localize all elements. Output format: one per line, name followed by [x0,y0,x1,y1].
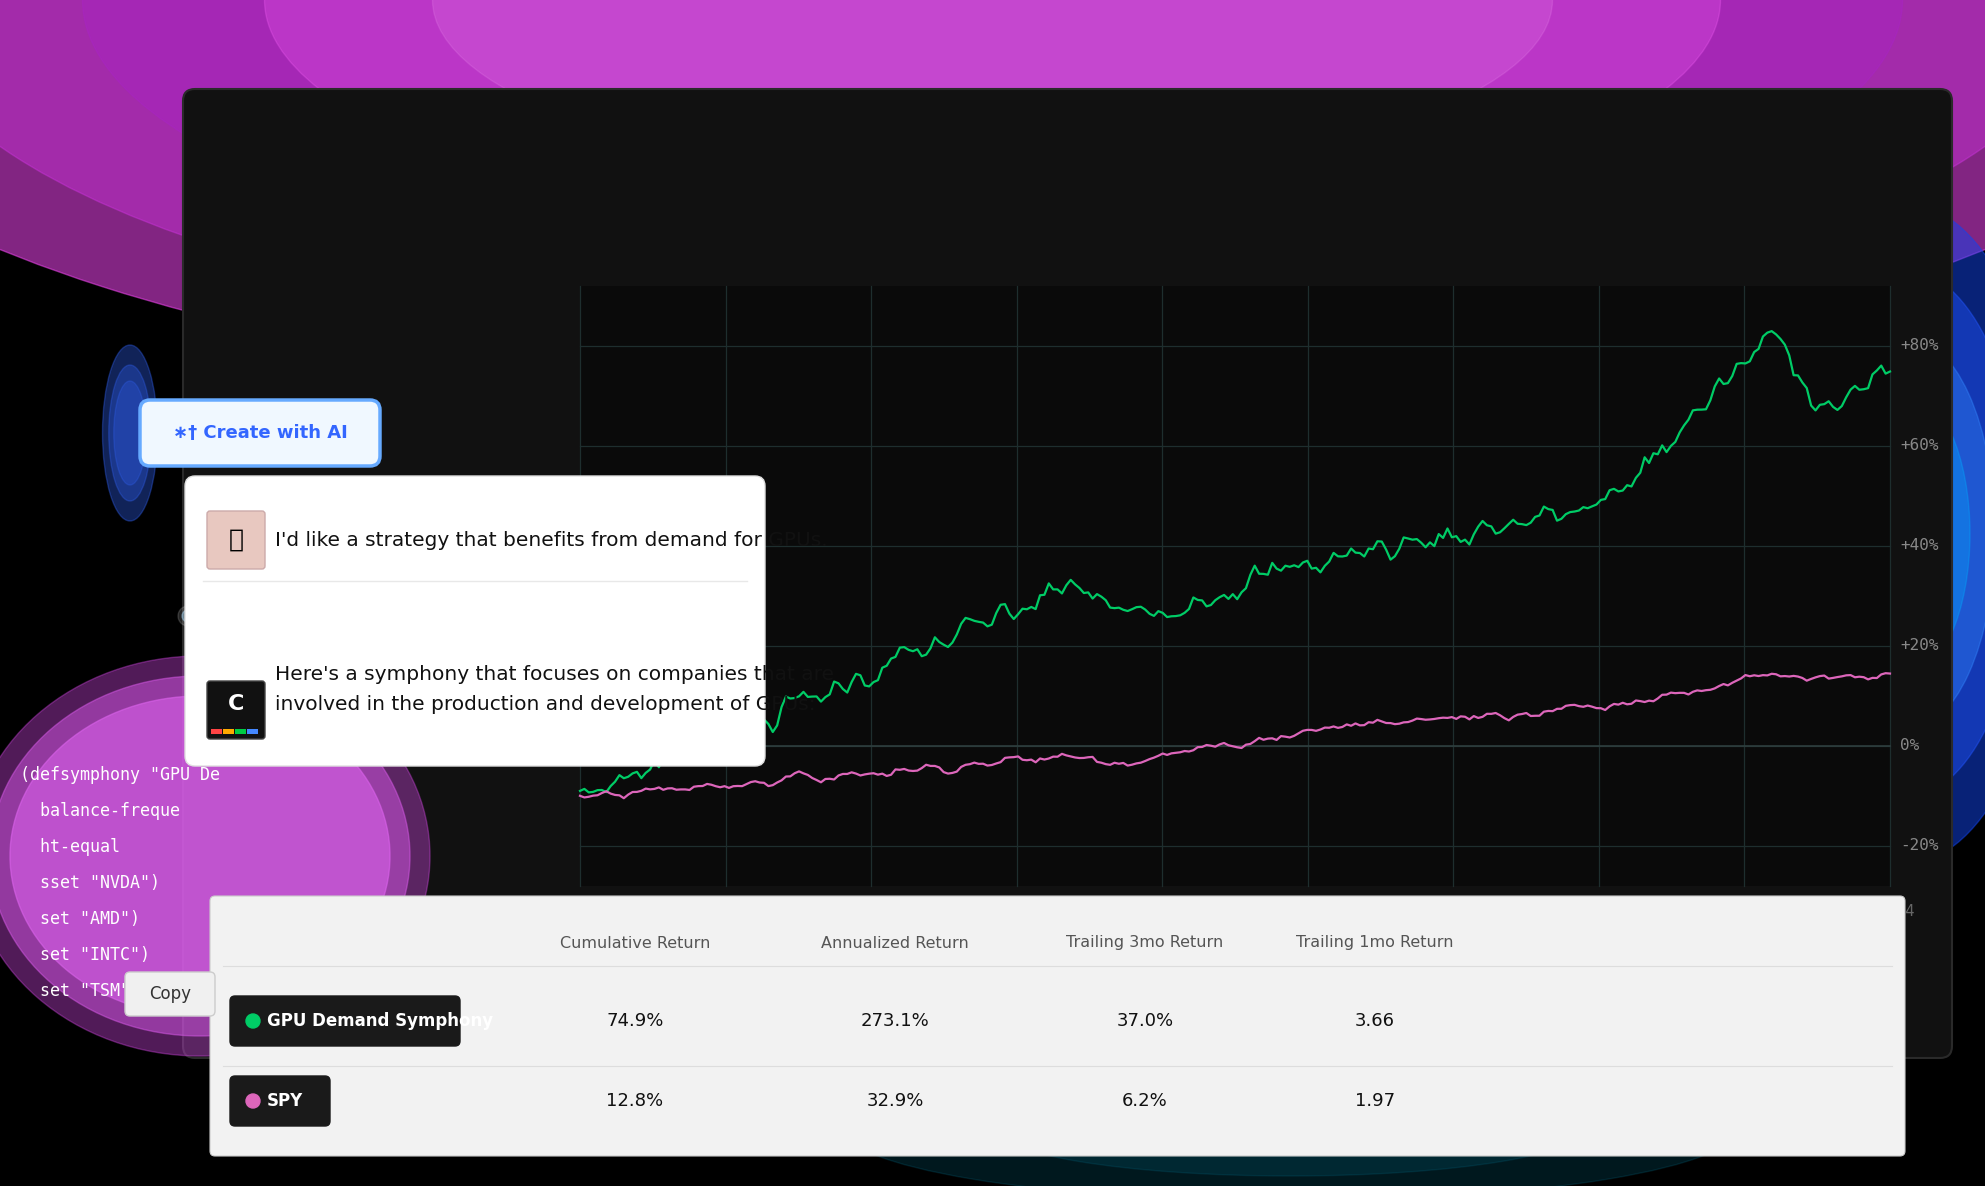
Text: set "AMD"): set "AMD") [20,910,141,927]
Ellipse shape [433,0,1552,180]
Ellipse shape [83,0,1902,293]
Ellipse shape [991,1076,1590,1177]
Ellipse shape [1840,390,1969,677]
Text: Jan 01: Jan 01 [558,904,603,919]
Text: Here's a symphony that focuses on companies that are: Here's a symphony that focuses on compan… [276,664,834,683]
Text: +20%: +20% [1900,638,1939,653]
Text: Aug 20: Aug 20 [1572,904,1626,919]
FancyBboxPatch shape [185,476,764,766]
Text: ∗† Create with AI: ∗† Create with AI [173,425,347,442]
Ellipse shape [0,676,411,1037]
Bar [222,729,234,734]
Ellipse shape [113,381,147,485]
Ellipse shape [264,0,1721,234]
Text: 74.9%: 74.9% [605,1012,663,1029]
Ellipse shape [1785,269,1985,798]
Text: involved in the production and development of GPUs:: involved in the production and developme… [276,695,816,714]
FancyBboxPatch shape [206,681,266,739]
Text: -20%: -20% [1900,839,1939,854]
Text: Cumulative Return: Cumulative Return [560,936,711,950]
Text: +40%: +40% [1900,538,1939,554]
Text: 32.9%: 32.9% [865,1092,923,1110]
Text: C: C [228,694,244,714]
Text: 37.0%: 37.0% [1116,1012,1173,1029]
Text: +60%: +60% [1900,439,1939,453]
Text: 3.66: 3.66 [1356,1012,1395,1029]
Ellipse shape [1814,336,1985,732]
FancyBboxPatch shape [141,400,379,466]
Circle shape [183,610,195,621]
Text: Copy: Copy [149,986,191,1003]
Text: May 29: May 29 [1135,904,1189,919]
Ellipse shape [840,1051,1741,1186]
Ellipse shape [1755,204,1985,863]
Text: 273.1%: 273.1% [861,1012,929,1029]
Text: balance-freque: balance-freque [20,802,181,820]
Text: Jul 13: Jul 13 [1433,904,1473,919]
Text: ht-equal: ht-equal [20,839,119,856]
Bar [210,729,222,734]
Text: I'd like a strategy that benefits from demand for GPUs.: I'd like a strategy that benefits from d… [276,530,828,549]
Circle shape [246,1093,260,1108]
Text: Sep 27: Sep 27 [1719,904,1771,919]
Ellipse shape [0,0,1985,351]
Text: set "TSM"): set "TSM") [20,982,141,1000]
Text: 0%: 0% [1900,739,1919,753]
Text: Feb 08: Feb 08 [701,904,750,919]
Text: 6.2%: 6.2% [1122,1092,1167,1110]
Text: Trailing 3mo Return: Trailing 3mo Return [1066,936,1223,950]
Ellipse shape [103,345,157,521]
Ellipse shape [1110,1096,1471,1156]
Circle shape [179,606,199,626]
FancyBboxPatch shape [125,973,214,1016]
Text: 12.8%: 12.8% [607,1092,663,1110]
Circle shape [246,1014,260,1028]
Bar [580,286,1890,886]
FancyBboxPatch shape [210,895,1906,1156]
Ellipse shape [10,696,389,1016]
Text: sset "NVDA"): sset "NVDA") [20,874,161,892]
Text: (defsymphony "GPU De: (defsymphony "GPU De [20,766,220,784]
Text: 👤: 👤 [228,528,244,551]
Text: Trailing 1mo Return: Trailing 1mo Return [1296,936,1453,950]
Text: +80%: +80% [1900,338,1939,353]
Text: set "INTC"): set "INTC") [20,946,151,964]
Text: SPY: SPY [268,1092,304,1110]
Text: GPU Demand Symphony: GPU Demand Symphony [268,1012,492,1029]
FancyBboxPatch shape [230,1076,330,1126]
FancyBboxPatch shape [230,996,461,1046]
FancyBboxPatch shape [206,511,266,569]
Text: Apr 22: Apr 22 [992,904,1040,919]
Text: 1.97: 1.97 [1356,1092,1395,1110]
Bar [246,729,258,734]
Text: Oct 04: Oct 04 [1866,904,1914,919]
Text: Mar 15: Mar 15 [846,904,897,919]
Ellipse shape [109,365,151,500]
Ellipse shape [0,656,431,1056]
FancyBboxPatch shape [183,89,1951,1058]
Bar [234,729,246,734]
Text: Annualized Return: Annualized Return [822,936,969,950]
Text: Jun 06: Jun 06 [1284,904,1332,919]
Ellipse shape [0,0,1985,404]
